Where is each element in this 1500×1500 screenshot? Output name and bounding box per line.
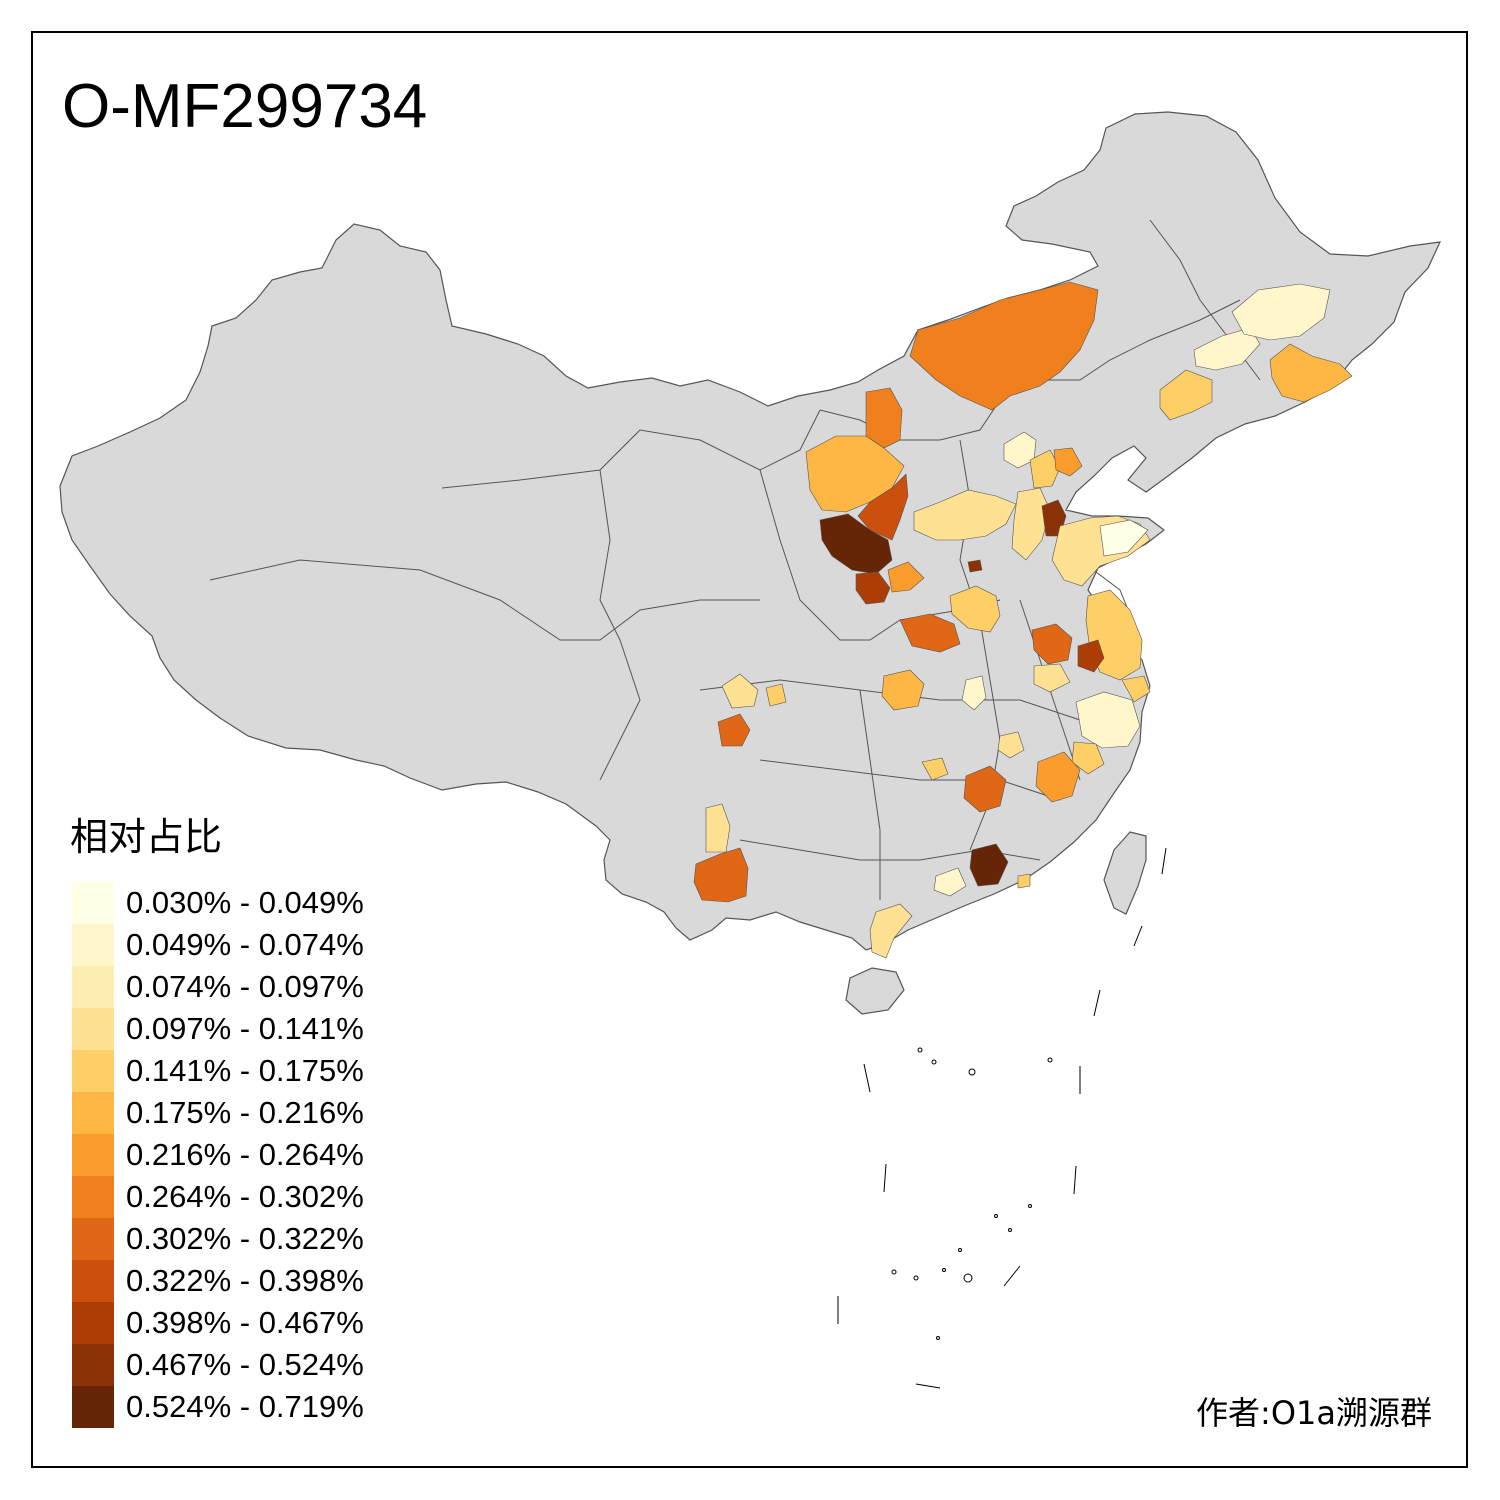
- legend-label: 0.097% - 0.141%: [126, 1011, 364, 1046]
- colored-regions: [693, 281, 1353, 959]
- region-sichuan-light: [721, 673, 759, 709]
- region-henan-dot: [967, 559, 983, 573]
- region-hebei-south: [1011, 487, 1051, 561]
- legend-label: 0.322% - 0.398%: [126, 1263, 364, 1298]
- hainan-island: [845, 967, 905, 1015]
- author-credit: 作者:O1a溯源群: [1196, 1394, 1432, 1432]
- legend-swatch: [72, 1092, 114, 1134]
- legend-item: 0.467% - 0.524%: [72, 1344, 412, 1386]
- legend-swatch: [72, 1050, 114, 1092]
- region-tangshan: [1053, 447, 1083, 477]
- legend-label: 0.141% - 0.175%: [126, 1053, 364, 1088]
- region-anhui-light: [1033, 663, 1071, 693]
- region-harbin: [1231, 283, 1331, 341]
- region-jiangxi-light: [997, 731, 1025, 759]
- legend-swatch: [72, 1344, 114, 1386]
- legend-item: 0.175% - 0.216%: [72, 1092, 412, 1134]
- legend-label: 0.074% - 0.097%: [126, 969, 364, 1004]
- legend-swatch: [72, 882, 114, 924]
- legend-title: 相对占比: [70, 815, 223, 859]
- region-jiangxi: [1035, 751, 1081, 803]
- legend-label: 0.398% - 0.467%: [126, 1305, 364, 1340]
- legend-label: 0.302% - 0.322%: [126, 1221, 364, 1256]
- region-shaoguan: [969, 843, 1009, 887]
- region-shanxi-west: [887, 561, 925, 593]
- legend-item: 0.216% - 0.264%: [72, 1134, 412, 1176]
- region-yanan: [855, 571, 891, 605]
- legend-swatch: [72, 1134, 114, 1176]
- legend-item: 0.524% - 0.719%: [72, 1386, 412, 1428]
- region-shanghai: [1121, 675, 1151, 703]
- region-guangdong-light: [933, 867, 967, 897]
- legend-item: 0.322% - 0.398%: [72, 1260, 412, 1302]
- legend-item: 0.049% - 0.074%: [72, 924, 412, 966]
- region-taiyuan: [913, 489, 1017, 541]
- region-jilin-east: [1269, 343, 1353, 403]
- map-title: O-MF299734: [62, 72, 428, 141]
- region-zhejiang: [1075, 691, 1141, 749]
- region-shangluo: [899, 613, 961, 653]
- legend-item: 0.141% - 0.175%: [72, 1050, 412, 1092]
- legend-item: 0.030% - 0.049%: [72, 882, 412, 924]
- region-zhejiang-south: [1071, 741, 1105, 775]
- region-yulin: [819, 513, 893, 575]
- legend-item: 0.302% - 0.322%: [72, 1218, 412, 1260]
- legend-swatch: [72, 1218, 114, 1260]
- region-yunnan: [693, 847, 749, 903]
- legend-label: 0.030% - 0.049%: [126, 885, 364, 920]
- region-beijing: [1029, 449, 1061, 489]
- region-zhengzhou: [949, 585, 1001, 633]
- region-hunan-light: [921, 757, 949, 781]
- taiwan-island: [1103, 831, 1147, 915]
- region-baotou: [865, 387, 903, 449]
- region-zhanjiang: [869, 903, 913, 959]
- legend-swatch: [72, 966, 114, 1008]
- region-anhui-dark: [1077, 639, 1105, 673]
- legend-swatch: [72, 1302, 114, 1344]
- legend-label: 0.049% - 0.074%: [126, 927, 364, 962]
- region-hefei: [1031, 623, 1073, 665]
- region-hulunbuir: [909, 281, 1099, 411]
- china-landmass: [59, 111, 1442, 951]
- legend-item: 0.398% - 0.467%: [72, 1302, 412, 1344]
- region-shenyang: [1159, 369, 1213, 421]
- legend-label: 0.216% - 0.264%: [126, 1137, 364, 1172]
- legend-label: 0.175% - 0.216%: [126, 1095, 364, 1130]
- legend-swatch: [72, 1260, 114, 1302]
- legend-label: 0.264% - 0.302%: [126, 1179, 364, 1214]
- region-chengdu: [765, 683, 787, 707]
- legend-label: 0.524% - 0.719%: [126, 1389, 364, 1424]
- region-yunnan-light: [705, 803, 731, 853]
- legend-swatch: [72, 1386, 114, 1428]
- south-sea-islands: [837, 847, 1167, 1389]
- legend-item: 0.097% - 0.141%: [72, 1008, 412, 1050]
- region-xiangyang: [881, 669, 925, 711]
- region-jilin-light: [1193, 327, 1261, 371]
- legend-swatch: [72, 1008, 114, 1050]
- region-hubei-light: [961, 675, 987, 711]
- region-chaozhou: [1017, 873, 1031, 889]
- legend-label: 0.467% - 0.524%: [126, 1347, 364, 1382]
- region-panzhihua: [717, 713, 751, 747]
- region-hunan: [963, 765, 1007, 813]
- region-qingdao: [1099, 519, 1149, 557]
- legend: 0.030% - 0.049% 0.049% - 0.074% 0.074% -…: [72, 882, 412, 1428]
- legend-swatch: [72, 1176, 114, 1218]
- legend-swatch: [72, 924, 114, 966]
- plot-frame: [31, 31, 1468, 1468]
- legend-item: 0.074% - 0.097%: [72, 966, 412, 1008]
- legend-item: 0.264% - 0.302%: [72, 1176, 412, 1218]
- region-ordos: [857, 473, 909, 541]
